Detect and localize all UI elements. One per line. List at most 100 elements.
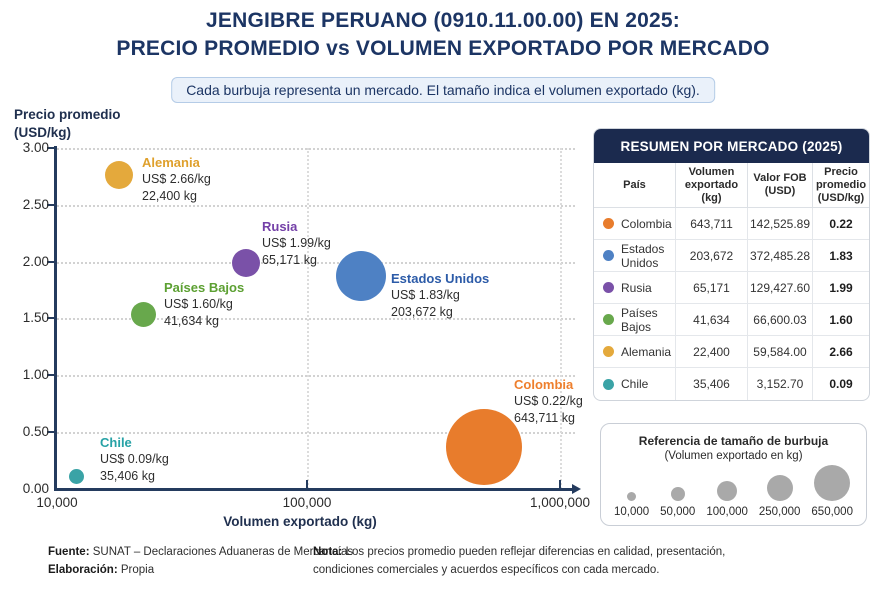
country-cell: Países Bajos [594,304,676,336]
price-cell: 0.22 [813,208,869,240]
reference-circle-icon [814,465,851,501]
elaboracion-line: Elaboración: Propia [48,561,353,579]
alemania-dot-icon [603,346,614,357]
market-name: Estados Unidos [391,271,490,286]
market-volume: 35,406 kg [100,469,155,483]
bubble-label-paises-bajos: Países Bajos US$ 1.60/kg 41,634 kg [164,279,244,330]
elaboracion-label: Elaboración: [48,564,118,576]
column-header-volumen: Volumen exportado (kg) [676,163,748,208]
chart-note-badge: Cada burbuja representa un mercado. El t… [171,77,715,103]
bubble-size-legend: Referencia de tamaño de burbuja (Volumen… [600,423,867,526]
market-price: US$ 1.60/kg [164,297,233,311]
x-tick-mark [559,480,561,488]
gridline-vertical [560,148,562,489]
y-tick-mark [47,317,55,319]
bubble-paises-bajos [131,302,156,327]
fob-cell: 59,584.00 [748,336,813,368]
table-row: Rusia 65,171 129,427.60 1.99 [594,272,869,304]
x-axis-arrow-icon [572,484,581,494]
country-name: Alemania [621,344,672,359]
country-cell: Alemania [594,336,676,368]
country-name: Estados Unidos [621,241,665,270]
country-name: Colombia [621,216,672,231]
country-name: Chile [621,377,649,391]
table-row: Alemania 22,400 59,584.00 2.66 [594,336,869,368]
gridline-horizontal [57,375,575,377]
gridline-horizontal [57,205,575,207]
reference-circle-icon [627,492,637,501]
y-tick-mark [47,204,55,206]
fuente-text: SUNAT – Declaraciones Aduaneras de Merca… [89,546,354,558]
market-volume: 22,400 kg [142,189,197,203]
market-price: US$ 0.09/kg [100,452,169,466]
gridline-vertical [307,148,309,489]
market-name: Alemania [142,155,200,170]
country-cell: Chile [594,368,676,400]
price-cell: 1.60 [813,304,869,336]
nota-text-line1: Los precios promedio pueden reflejar dif… [342,546,726,558]
volume-cell: 41,634 [676,304,748,336]
reference-circle-icon [766,475,793,501]
page-title-line2: PRECIO PROMEDIO vs VOLUMEN EXPORTADO POR… [116,37,770,60]
y-tick-label: 2.50 [22,197,49,212]
y-axis-title-line1: Precio promedio [14,107,121,122]
table-column-headers: País Volumen exportado (kg) Valor FOB (U… [594,163,869,208]
size-legend-label: 250,000 [758,506,801,518]
y-tick-mark [47,147,55,149]
chile-dot-icon [603,378,614,390]
market-price: US$ 1.83/kg [391,288,460,302]
market-price: US$ 0.22/kg [514,394,583,408]
market-volume: 65,171 kg [262,253,317,267]
gridline-horizontal [57,148,575,150]
bubble-colombia [446,409,522,485]
country-name: Países Bajos [621,305,658,334]
x-tick-label: 1,000,000 [529,495,591,510]
gridline-horizontal [57,262,575,264]
size-legend-item: 250,000 [758,475,801,518]
market-volume: 203,672 kg [391,305,453,319]
reference-circle-icon [670,487,685,501]
summary-table-panel: RESUMEN POR MERCADO (2025) País Volumen … [593,128,870,401]
y-axis-title: Precio promedio (USD/kg) [14,106,121,142]
column-header-pais: País [594,163,676,208]
size-legend-item: 10,000 [614,492,649,518]
gridline-horizontal [57,318,575,320]
nota-line1: Nota: Los precios promedio pueden reflej… [313,543,725,561]
price-cell: 1.99 [813,272,869,304]
x-tick-label: 10,000 [36,495,78,510]
x-tick-label: 100,000 [282,495,332,510]
size-legend-title: Referencia de tamaño de burbuja [638,434,829,448]
y-tick-label: 0.50 [22,424,49,439]
volume-cell: 35,406 [676,368,748,400]
elaboracion-text: Propia [117,564,155,576]
fuente-label: Fuente: [48,546,90,558]
bubble-label-chile: Chile US$ 0.09/kg 35,406 kg [100,434,169,485]
volume-cell: 65,171 [676,272,748,304]
y-tick-label: 3.00 [22,140,49,155]
size-legend-scale: 10,000 50,000 100,000 250,000 650,000 [601,465,866,518]
gridline-horizontal [57,432,575,434]
size-legend-item: 100,000 [706,481,748,518]
size-legend-item: 650,000 [811,465,853,518]
size-legend-label: 50,000 [660,506,696,518]
summary-table-title: RESUMEN POR MERCADO (2025) [594,129,869,163]
size-legend-label: 650,000 [811,506,853,518]
bubble-rusia [232,249,260,277]
table-row: Chile 35,406 3,152.70 0.09 [594,368,869,400]
volume-cell: 643,711 [676,208,748,240]
y-tick-label: 0.00 [22,481,49,496]
bubble-estados-unidos [336,251,386,301]
page-title-line1: JENGIBRE PERUANO (0910.11.00.00) EN 2025… [206,9,680,32]
size-legend-subtitle: (Volumen exportado en kg) [664,450,803,462]
market-name: Rusia [262,219,298,234]
fob-cell: 142,525.89 [748,208,813,240]
nota-line2: condiciones comerciales y acuerdos espec… [313,564,660,576]
estados-unidos-dot-icon [603,250,614,261]
column-header-fob: Valor FOB (USD) [748,163,813,208]
table-row: Colombia 643,711 142,525.89 0.22 [594,208,869,240]
bubble-chart-plot: 3.00 2.50 2.00 1.50 1.00 0.50 0.00 10,00… [23,140,590,510]
market-name: Países Bajos [164,280,245,295]
bubble-label-alemania: Alemania US$ 2.66/kg 22,400 kg [142,154,211,205]
fuente-line: Fuente: SUNAT – Declaraciones Aduaneras … [48,543,353,561]
